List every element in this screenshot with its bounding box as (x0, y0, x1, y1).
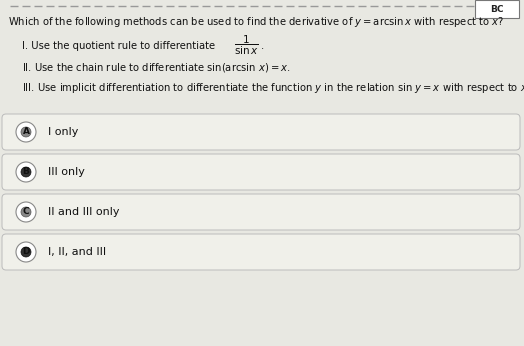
Circle shape (21, 247, 31, 257)
FancyBboxPatch shape (475, 0, 519, 18)
Circle shape (16, 162, 36, 182)
FancyBboxPatch shape (2, 234, 520, 270)
Text: I. Use the quotient rule to differentiate: I. Use the quotient rule to differentiat… (22, 41, 219, 51)
Text: C: C (23, 208, 29, 217)
Text: .: . (261, 41, 264, 51)
Text: I, II, and III: I, II, and III (48, 247, 106, 257)
Circle shape (16, 122, 36, 142)
Circle shape (16, 202, 36, 222)
Text: II. Use the chain rule to differentiate $\sin(\arcsin\, x) = x.$: II. Use the chain rule to differentiate … (22, 62, 290, 74)
Text: III. Use implicit differentiation to differentiate the function $y$ in the relat: III. Use implicit differentiation to dif… (22, 81, 524, 95)
Circle shape (21, 167, 31, 177)
FancyBboxPatch shape (2, 114, 520, 150)
Text: B: B (23, 167, 29, 176)
Circle shape (21, 207, 31, 217)
FancyBboxPatch shape (2, 194, 520, 230)
Text: Which of the following methods can be used to find the derivative of $y = \arcsi: Which of the following methods can be us… (8, 15, 505, 29)
FancyBboxPatch shape (2, 154, 520, 190)
Circle shape (16, 242, 36, 262)
Circle shape (21, 127, 31, 137)
Text: II and III only: II and III only (48, 207, 119, 217)
Text: I only: I only (48, 127, 79, 137)
Text: III only: III only (48, 167, 85, 177)
Text: D: D (22, 247, 30, 256)
Text: A: A (23, 127, 29, 137)
Text: BC: BC (490, 4, 504, 13)
Text: $\dfrac{1}{\sin x}$: $\dfrac{1}{\sin x}$ (234, 33, 259, 57)
